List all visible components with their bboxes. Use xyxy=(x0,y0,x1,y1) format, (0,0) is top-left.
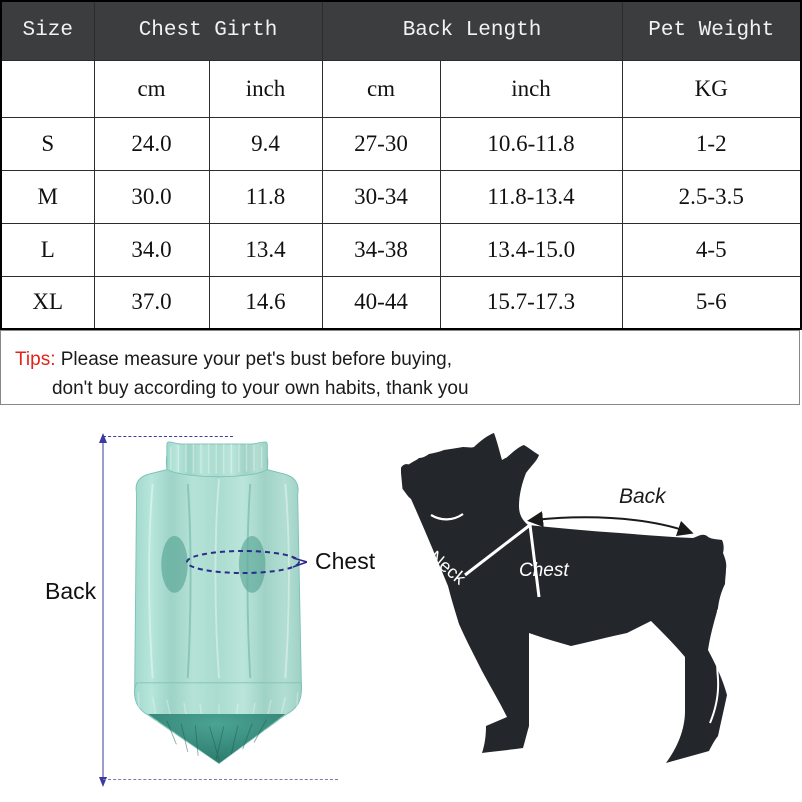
svg-text:Chest: Chest xyxy=(519,560,569,581)
svg-text:Back: Back xyxy=(619,485,667,508)
